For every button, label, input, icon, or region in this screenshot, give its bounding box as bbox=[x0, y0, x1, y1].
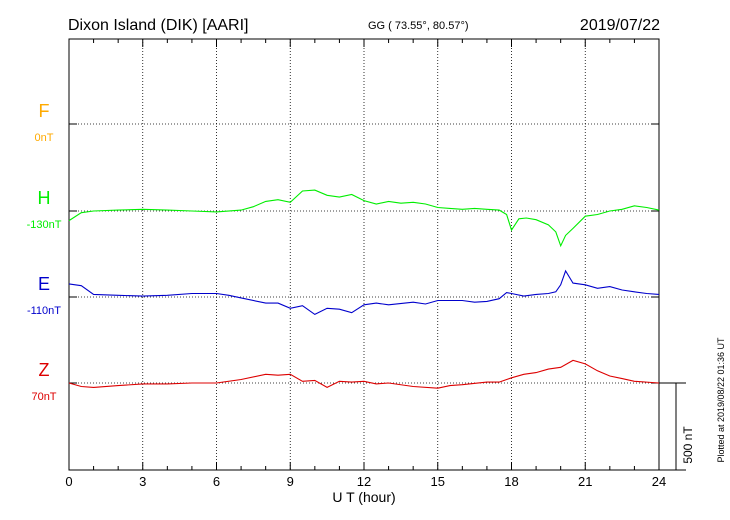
series-lines bbox=[68, 189, 660, 389]
series-label-E: E bbox=[38, 274, 50, 294]
series-line-H bbox=[68, 189, 660, 248]
x-tick-label-24: 24 bbox=[652, 474, 666, 489]
series-baseline-Z: 70nT bbox=[31, 391, 56, 403]
grid-lines bbox=[69, 39, 659, 470]
series-line-E bbox=[68, 269, 660, 316]
x-tick-label-18: 18 bbox=[504, 474, 518, 489]
x-tick-label-6: 6 bbox=[213, 474, 220, 489]
series-label-Z: Z bbox=[39, 360, 50, 380]
x-tick-label-15: 15 bbox=[431, 474, 445, 489]
x-tick-label-0: 0 bbox=[65, 474, 72, 489]
station-coords: GG ( 73.55°, 80.57°) bbox=[368, 20, 469, 32]
series-labels: F 0nT H -130nT E -110nT Z 70nT bbox=[27, 101, 62, 403]
x-tick-label-3: 3 bbox=[139, 474, 146, 489]
x-tick-label-9: 9 bbox=[287, 474, 294, 489]
scale-bar-label: 500 nT bbox=[681, 426, 695, 464]
series-baseline-E: -110nT bbox=[27, 305, 61, 317]
series-baseline-F: 0nT bbox=[35, 132, 54, 144]
x-tick-label-12: 12 bbox=[357, 474, 371, 489]
series-line-Z bbox=[68, 359, 660, 389]
x-tick-label-21: 21 bbox=[578, 474, 592, 489]
series-label-F: F bbox=[39, 101, 50, 121]
station-title: Dixon Island (DIK) [AARI] bbox=[68, 17, 249, 34]
plotted-at-note: Plotted at 2019/08/22 01:36 UT bbox=[716, 337, 726, 463]
x-axis-label: U T (hour) bbox=[332, 489, 395, 505]
plot-date: 2019/07/22 bbox=[580, 17, 660, 34]
series-label-H: H bbox=[38, 188, 51, 208]
scale-bar: 500 nT bbox=[659, 382, 695, 471]
series-baseline-H: -130nT bbox=[27, 219, 62, 231]
x-tick-labels: 0 3 6 9 12 15 18 21 24 bbox=[65, 474, 666, 489]
